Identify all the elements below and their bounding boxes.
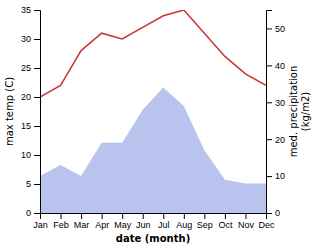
x-tick-label: Jan	[33, 220, 48, 230]
y2-tick-label: 20	[275, 135, 285, 145]
axis-line	[267, 11, 273, 214]
y-tick-label: 5	[26, 179, 31, 189]
y-tick-mark	[34, 126, 40, 127]
y2-tick-mark	[266, 65, 272, 66]
marks	[40, 10, 266, 213]
y-tick-label: 0	[26, 208, 31, 218]
temperature-line	[40, 10, 266, 97]
x-tick-label: Jul	[158, 220, 170, 230]
y-tick-mark	[34, 184, 40, 185]
axis-line	[34, 11, 41, 214]
y-tick: 0	[26, 208, 40, 218]
y2-tick-label: 50	[275, 24, 285, 34]
x-tick-label: Nov	[238, 220, 255, 230]
y-tick: 35	[21, 5, 40, 15]
y-tick-label: 15	[21, 121, 31, 131]
x-tick: Jul	[158, 213, 170, 230]
y-axis-title: max temp (C)	[4, 77, 15, 146]
y2-axis-title-line: med. precipitation	[288, 66, 299, 158]
x-tick: Jan	[33, 213, 48, 230]
plot: JanFebMarAprMayJunJulAugSepOctNovDec0510…	[4, 5, 311, 244]
y-tick: 15	[21, 121, 40, 131]
y2-tick: 20	[266, 135, 285, 145]
x-tick: Dec	[258, 213, 275, 230]
x-tick-label: Jun	[136, 220, 151, 230]
x-tick: Nov	[238, 213, 255, 230]
x-tick-mark	[245, 213, 246, 219]
y-axis: 0 5 10 15 20 25 30 35	[21, 5, 41, 218]
y2-tick: 30	[266, 98, 285, 108]
x-tick-mark	[143, 213, 144, 219]
x-tick: Sep	[197, 213, 213, 230]
x-tick: Feb	[53, 213, 69, 230]
y2-tick: 40	[266, 61, 285, 71]
x-tick: Jun	[136, 213, 151, 230]
x-axis: Jan Feb Mar Apr May Jun Jul Aug Sep Oct NovDec	[33, 213, 275, 230]
y2-tick-mark	[266, 213, 272, 214]
x-tick: Mar	[74, 213, 90, 230]
x-tick: May	[114, 213, 132, 230]
x-tick-mark	[184, 213, 185, 219]
y-tick-label: 25	[21, 63, 31, 73]
x-tick-mark	[225, 213, 226, 219]
x-tick-mark	[163, 213, 164, 219]
x-tick-mark	[102, 213, 103, 219]
y2-tick-mark	[266, 102, 272, 103]
axis-line	[41, 214, 267, 220]
x-tick-mark	[204, 213, 205, 219]
y2-axis-title-line: (kg/m2)	[300, 92, 311, 132]
x-tick-mark	[122, 213, 123, 219]
x-tick-label: Sep	[197, 220, 213, 230]
x-tick: Apr	[95, 213, 109, 230]
y2-tick-label: 40	[275, 61, 285, 71]
x-tick-mark	[61, 213, 62, 219]
y-tick-label: 20	[21, 92, 31, 102]
y-tick: 5	[26, 179, 40, 189]
x-tick-mark	[81, 213, 82, 219]
x-tick-label: Aug	[176, 220, 192, 230]
y-tick-mark	[34, 39, 40, 40]
x-tick-label: Dec	[258, 220, 275, 230]
y-tick-mark	[34, 155, 40, 156]
y2-axis: 0 10 20 30 40 50	[266, 11, 285, 219]
y-tick-label: 35	[21, 5, 31, 15]
chart-svg: JanFebMarAprMayJunJulAugSepOctNovDec0510…	[0, 0, 318, 247]
y-tick-mark	[34, 213, 40, 214]
x-tick-label: Feb	[53, 220, 69, 230]
y-tick-mark	[34, 68, 40, 69]
x-tick-label: May	[114, 220, 132, 230]
y2-tick: 50	[266, 24, 285, 34]
y-tick-label: 30	[21, 34, 31, 44]
y2-tick-mark	[266, 139, 272, 140]
chart-container: JanFebMarAprMayJunJulAugSepOctNovDec0510…	[0, 0, 318, 247]
precipitation-area	[40, 88, 266, 213]
y2-tick: 10	[266, 171, 285, 181]
x-tick-label: Apr	[95, 220, 109, 230]
y-tick-mark	[34, 10, 40, 11]
x-axis-title: date (month)	[116, 233, 190, 244]
y2-tick-mark	[266, 28, 272, 29]
y2-tick: 0	[266, 208, 280, 218]
y2-tick-mark	[266, 176, 272, 177]
y-tick: 20	[21, 92, 40, 102]
y-tick: 25	[21, 63, 40, 73]
y2-tick-label: 30	[275, 98, 285, 108]
y2-tick-label: 0	[275, 208, 280, 218]
y-tick-label: 10	[21, 150, 31, 160]
x-tick-label: Mar	[74, 220, 90, 230]
y-tick-mark	[34, 97, 40, 98]
y-tick: 30	[21, 34, 40, 44]
y-tick: 10	[21, 150, 40, 160]
x-tick: Oct	[218, 213, 233, 230]
y2-axis-title: med. precipitation(kg/m2)	[288, 66, 311, 158]
x-tick-label: Oct	[218, 220, 233, 230]
x-tick: Aug	[176, 213, 192, 230]
y2-tick-label: 10	[275, 171, 285, 181]
